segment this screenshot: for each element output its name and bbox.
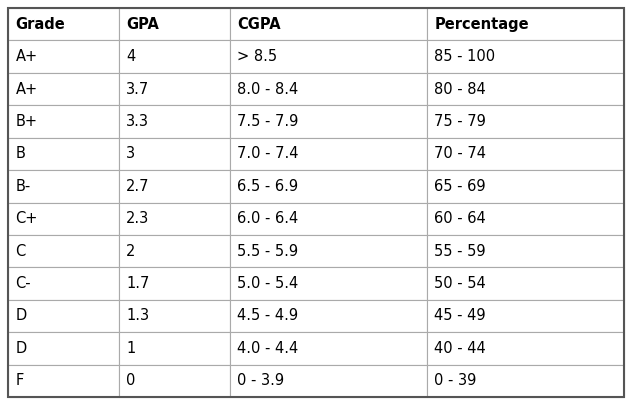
Text: C+: C+ <box>15 211 38 226</box>
Bar <box>8 202 119 235</box>
Bar <box>230 170 427 202</box>
Text: 1: 1 <box>126 341 135 356</box>
Text: 3.7: 3.7 <box>126 81 150 96</box>
Bar <box>230 364 427 397</box>
Bar <box>119 105 230 138</box>
Text: 2.3: 2.3 <box>126 211 150 226</box>
Text: D: D <box>15 309 27 324</box>
Text: CGPA: CGPA <box>237 17 281 32</box>
Text: 40 - 44: 40 - 44 <box>434 341 486 356</box>
Text: 70 - 74: 70 - 74 <box>434 146 486 161</box>
Bar <box>8 235 119 267</box>
Text: 7.0 - 7.4: 7.0 - 7.4 <box>237 146 299 161</box>
Bar <box>230 138 427 170</box>
Bar <box>119 138 230 170</box>
Bar <box>427 105 624 138</box>
Text: 60 - 64: 60 - 64 <box>434 211 486 226</box>
Text: Percentage: Percentage <box>434 17 529 32</box>
Text: > 8.5: > 8.5 <box>237 49 277 64</box>
Bar <box>230 202 427 235</box>
Bar <box>230 73 427 105</box>
Text: 3: 3 <box>126 146 135 161</box>
Text: 6.0 - 6.4: 6.0 - 6.4 <box>237 211 298 226</box>
Text: 1.3: 1.3 <box>126 309 149 324</box>
Bar <box>8 138 119 170</box>
Bar <box>427 300 624 332</box>
Text: 65 - 69: 65 - 69 <box>434 179 486 194</box>
Bar <box>230 267 427 300</box>
Text: 55 - 59: 55 - 59 <box>434 244 486 259</box>
Bar <box>119 40 230 73</box>
Text: 6.5 - 6.9: 6.5 - 6.9 <box>237 179 298 194</box>
Bar <box>427 8 624 40</box>
Bar <box>230 332 427 364</box>
Bar <box>8 40 119 73</box>
Text: F: F <box>15 373 23 388</box>
Text: B-: B- <box>15 179 30 194</box>
Text: 0: 0 <box>126 373 136 388</box>
Bar <box>427 40 624 73</box>
Text: 45 - 49: 45 - 49 <box>434 309 486 324</box>
Bar <box>230 40 427 73</box>
Text: 4.0 - 4.4: 4.0 - 4.4 <box>237 341 298 356</box>
Bar <box>427 202 624 235</box>
Bar <box>230 8 427 40</box>
Text: D: D <box>15 341 27 356</box>
Text: 4.5 - 4.9: 4.5 - 4.9 <box>237 309 298 324</box>
Text: A+: A+ <box>15 81 37 96</box>
Text: 2: 2 <box>126 244 136 259</box>
Text: 75 - 79: 75 - 79 <box>434 114 486 129</box>
Bar <box>427 364 624 397</box>
Bar <box>8 267 119 300</box>
Text: 5.5 - 5.9: 5.5 - 5.9 <box>237 244 298 259</box>
Text: B+: B+ <box>15 114 37 129</box>
Bar <box>427 170 624 202</box>
Text: GPA: GPA <box>126 17 159 32</box>
Bar <box>119 170 230 202</box>
Bar <box>119 235 230 267</box>
Bar <box>8 170 119 202</box>
Bar <box>119 300 230 332</box>
Text: 0 - 3.9: 0 - 3.9 <box>237 373 284 388</box>
Bar <box>119 332 230 364</box>
Bar <box>119 364 230 397</box>
Text: 1.7: 1.7 <box>126 276 150 291</box>
Bar <box>427 267 624 300</box>
Bar <box>427 73 624 105</box>
Text: 80 - 84: 80 - 84 <box>434 81 486 96</box>
Bar <box>8 73 119 105</box>
Bar <box>119 73 230 105</box>
Bar <box>230 105 427 138</box>
Text: 3.3: 3.3 <box>126 114 149 129</box>
Bar <box>119 8 230 40</box>
Bar <box>119 202 230 235</box>
Text: 0 - 39: 0 - 39 <box>434 373 477 388</box>
Bar <box>427 332 624 364</box>
Bar <box>427 235 624 267</box>
Text: 4: 4 <box>126 49 135 64</box>
Bar <box>230 235 427 267</box>
Text: B: B <box>15 146 25 161</box>
Text: 7.5 - 7.9: 7.5 - 7.9 <box>237 114 298 129</box>
Text: C: C <box>15 244 26 259</box>
Text: 85 - 100: 85 - 100 <box>434 49 495 64</box>
Bar <box>8 105 119 138</box>
Bar <box>8 364 119 397</box>
Bar <box>8 332 119 364</box>
Text: Grade: Grade <box>15 17 65 32</box>
Text: C-: C- <box>15 276 31 291</box>
Text: 5.0 - 5.4: 5.0 - 5.4 <box>237 276 298 291</box>
Text: 2.7: 2.7 <box>126 179 150 194</box>
Bar <box>8 300 119 332</box>
Bar <box>119 267 230 300</box>
Text: 50 - 54: 50 - 54 <box>434 276 486 291</box>
Bar <box>230 300 427 332</box>
Text: 8.0 - 8.4: 8.0 - 8.4 <box>237 81 298 96</box>
Text: A+: A+ <box>15 49 37 64</box>
Bar <box>8 8 119 40</box>
Bar <box>427 138 624 170</box>
